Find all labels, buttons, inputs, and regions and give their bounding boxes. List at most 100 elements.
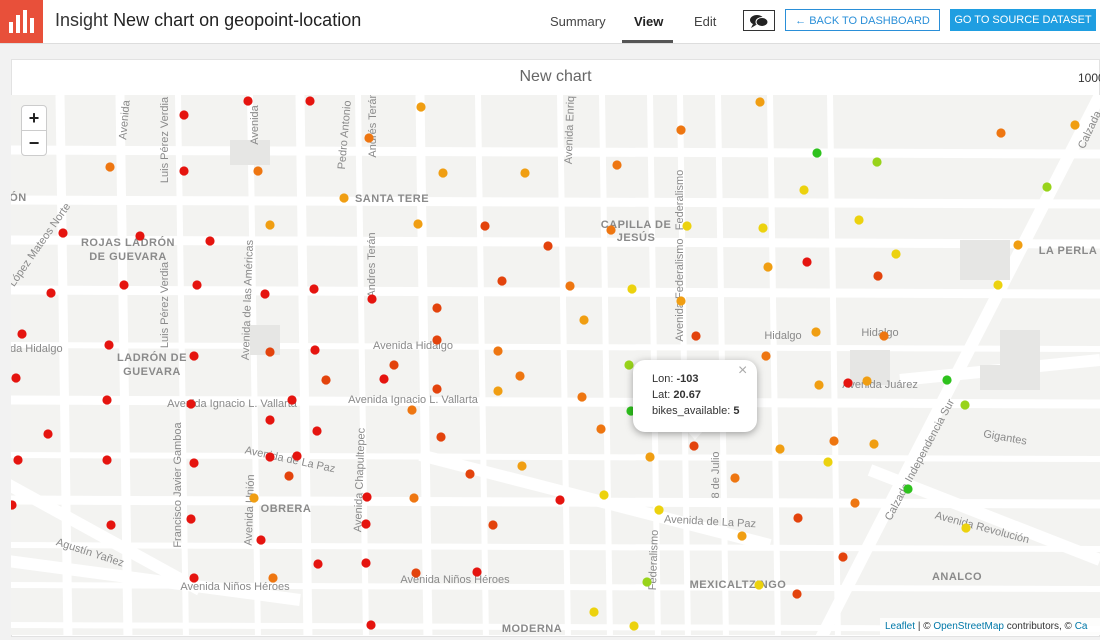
street [11, 145, 1100, 159]
header-heading: Insight New chart on geopoint-location [55, 10, 361, 31]
station-dot [606, 225, 616, 235]
station-dot [361, 519, 371, 529]
station-dot [362, 492, 372, 502]
tab[interactable]: View [634, 14, 664, 29]
street [247, 95, 261, 635]
station-dot [186, 399, 196, 409]
popup-field: Lat: 20.67 [652, 389, 701, 401]
osm-link[interactable]: OpenStreetMap [933, 621, 1004, 632]
street [55, 95, 73, 635]
station-dot [1013, 240, 1023, 250]
station-dot [361, 558, 371, 568]
map-label: Avenida de las Américas [240, 239, 256, 360]
station-dot [823, 457, 833, 467]
station-dot [497, 276, 507, 286]
station-dot [106, 520, 116, 530]
station-dot [517, 461, 527, 471]
station-dot [379, 374, 389, 384]
leaflet-link[interactable]: Leaflet [885, 621, 916, 632]
map-label: nida Hidalgo [11, 343, 63, 355]
station-dot [599, 490, 609, 500]
station-dot [1042, 182, 1052, 192]
station-dot [104, 340, 114, 350]
station-dot [416, 102, 426, 112]
major-road [815, 95, 1100, 635]
chart-title-wrap: New chart [11, 68, 1100, 86]
station-dot [265, 220, 275, 230]
tab[interactable]: Edit [694, 14, 717, 29]
station-dot [339, 193, 349, 203]
station-dot [102, 395, 112, 405]
zoom-in[interactable]: + [21, 105, 47, 131]
popup-close[interactable]: × [738, 362, 748, 379]
block [230, 140, 270, 165]
station-dot [761, 351, 771, 361]
chat-icon [750, 15, 769, 28]
station-dot [253, 166, 263, 176]
map-label: Andres Terán [366, 232, 378, 297]
logo[interactable] [0, 0, 43, 43]
station-dot [996, 128, 1006, 138]
field-label: Lat: [652, 389, 671, 401]
station-dot [543, 241, 553, 251]
station-dot [432, 303, 442, 313]
map-label: MEXICALTZINGO [690, 579, 787, 591]
map-label: CIÓN [11, 191, 27, 204]
tab[interactable]: Summary [550, 14, 606, 29]
chart-title: New chart [519, 68, 592, 85]
carto-link[interactable]: Ca [1074, 621, 1088, 632]
station-dot [366, 620, 376, 630]
station-dot [189, 351, 199, 361]
station-dot [520, 168, 530, 178]
map-label: Federalismo [647, 530, 661, 591]
discussions-button[interactable] [743, 10, 775, 31]
tab-underline [622, 40, 673, 43]
map-label: Avenida Unión [243, 474, 257, 546]
station-dot [682, 221, 692, 231]
map-label: Andrés Terán [367, 95, 379, 158]
attribution-sep: | © [917, 621, 931, 632]
field-label: bikes_available: [652, 405, 731, 417]
back-button[interactable]: ← BACK TO DASHBOARD [785, 9, 940, 31]
map-label: ROJAS LADRÓN [81, 236, 175, 249]
street [175, 95, 189, 635]
station-dot [775, 444, 785, 454]
station-dot [249, 493, 259, 503]
station-dot [873, 271, 883, 281]
station-dot [758, 223, 768, 233]
map-label: Avenida [117, 99, 132, 140]
station-dot [472, 567, 482, 577]
source-button[interactable]: GO TO SOURCE DATASET [950, 9, 1096, 31]
station-dot [903, 484, 913, 494]
map-label: ANALCO [932, 571, 982, 583]
station-dot [879, 331, 889, 341]
station-dot [993, 280, 1003, 290]
station-dot [119, 280, 129, 290]
map-label: Federalismo [674, 170, 686, 231]
station-dot [730, 473, 740, 483]
map-label: DE GUEVARA [89, 251, 167, 263]
station-dot [792, 589, 802, 599]
station-dot [46, 288, 56, 298]
map-label: Avenida Ignacio L. Vallarta [348, 394, 479, 406]
station-dot [480, 221, 490, 231]
station-dot [310, 345, 320, 355]
map-label: Avenida Niños Héroes [180, 581, 290, 593]
station-dot [629, 621, 639, 631]
map[interactable]: CIÓN ROJAS LADRÓN DE GUEVARA SANTA TERE CAPI… [11, 95, 1100, 635]
zoom-out[interactable]: − [21, 130, 47, 156]
map-label: Avenida Federalismo [674, 238, 686, 341]
map-label: LA PERLA [1039, 245, 1098, 257]
station-dot [872, 157, 882, 167]
street [11, 342, 1100, 352]
map-label: CAPILLA DE [601, 219, 672, 231]
station-dot [493, 386, 503, 396]
section: Insight [55, 10, 109, 30]
map-label: Avenida Niños Héroes [400, 574, 510, 586]
station-dot [313, 559, 323, 569]
station-dot [642, 577, 652, 587]
station-dot [589, 607, 599, 617]
station-dot [891, 249, 901, 259]
station-dot [793, 513, 803, 523]
